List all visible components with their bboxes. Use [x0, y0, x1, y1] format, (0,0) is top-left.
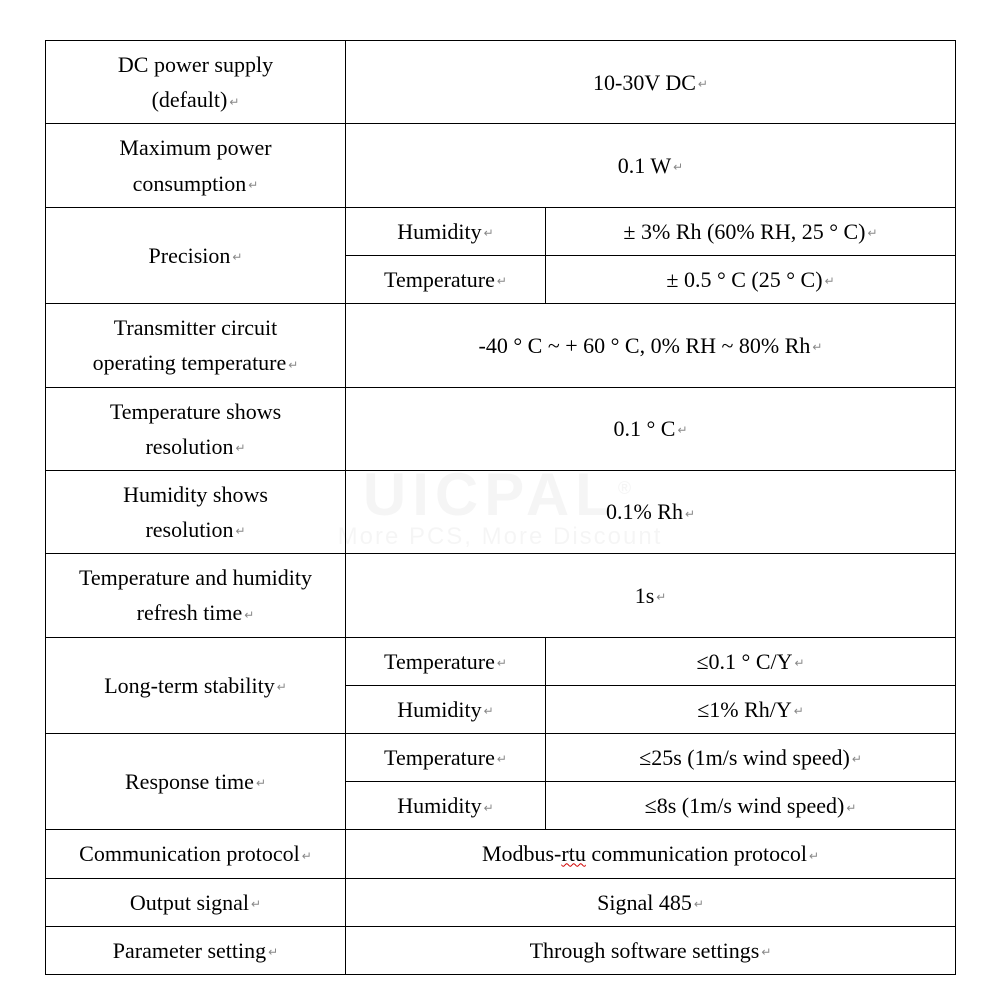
text: rtu	[561, 841, 585, 866]
row-precision-tmp-label: Temperature	[346, 255, 546, 303]
row-precision-tmp-value: ± 0.5 ° C (25 ° C)	[546, 255, 956, 303]
text: (default)	[152, 87, 240, 112]
row-temp-res-label: Temperature shows resolution	[46, 387, 346, 470]
text: 0.1% Rh	[606, 499, 695, 524]
text: Parameter setting	[113, 938, 278, 963]
row-circuit-temp-value: -40 ° C ~ + 60 ° C, 0% RH ~ 80% Rh	[346, 304, 956, 387]
row-response-hum-label: Humidity	[346, 782, 546, 830]
text: ≤0.1 ° C/Y	[696, 649, 804, 674]
row-param-value: Through software settings	[346, 926, 956, 974]
text: operating temperature	[93, 350, 299, 375]
row-response-hum-value: ≤8s (1m/s wind speed)	[546, 782, 956, 830]
text: Transmitter circuit	[114, 315, 278, 340]
text: Temperature	[384, 745, 507, 770]
text: ≤1% Rh/Y	[697, 697, 804, 722]
row-response-tmp-label: Temperature	[346, 734, 546, 782]
spec-table-container: DC power supply (default) 10-30V DC Maxi…	[45, 40, 955, 975]
row-stability-tmp-label: Temperature	[346, 637, 546, 685]
text: consumption	[133, 171, 259, 196]
text: Humidity shows	[123, 482, 268, 507]
text: ± 3% Rh (60% RH, 25 ° C)	[623, 219, 877, 244]
text: Output signal	[130, 890, 261, 915]
text: resolution	[145, 517, 245, 542]
text: Temperature	[384, 649, 507, 674]
row-protocol-value: Modbus-rtu communication protocol	[346, 830, 956, 878]
text: 10-30V DC	[593, 70, 708, 95]
row-protocol-label: Communication protocol	[46, 830, 346, 878]
text: Humidity	[397, 219, 493, 244]
row-precision-label: Precision	[46, 207, 346, 303]
row-response-label: Response time	[46, 734, 346, 830]
row-hum-res-value: 0.1% Rh	[346, 470, 956, 553]
text: 1s	[635, 583, 667, 608]
row-dc-power-label: DC power supply (default)	[46, 41, 346, 124]
text: 0.1 W	[618, 153, 683, 178]
row-param-label: Parameter setting	[46, 926, 346, 974]
text: 0.1 ° C	[613, 416, 687, 441]
row-precision-hum-value: ± 3% Rh (60% RH, 25 ° C)	[546, 207, 956, 255]
row-refresh-value: 1s	[346, 554, 956, 637]
text: Temperature and humidity	[79, 565, 312, 590]
text: ≤8s (1m/s wind speed)	[645, 793, 857, 818]
row-hum-res-label: Humidity shows resolution	[46, 470, 346, 553]
text: Temperature	[384, 267, 507, 292]
text: ≤25s (1m/s wind speed)	[639, 745, 862, 770]
text: Long-term stability	[104, 673, 287, 698]
text: Maximum power	[119, 135, 271, 160]
spec-table: DC power supply (default) 10-30V DC Maxi…	[45, 40, 956, 975]
row-output-label: Output signal	[46, 878, 346, 926]
text: resolution	[145, 434, 245, 459]
row-temp-res-value: 0.1 ° C	[346, 387, 956, 470]
text: Humidity	[397, 697, 493, 722]
row-refresh-label: Temperature and humidity refresh time	[46, 554, 346, 637]
text: ± 0.5 ° C (25 ° C)	[666, 267, 834, 292]
row-stability-label: Long-term stability	[46, 637, 346, 733]
text: -40 ° C ~ + 60 ° C, 0% RH ~ 80% Rh	[479, 333, 823, 358]
row-stability-hum-value: ≤1% Rh/Y	[546, 685, 956, 733]
row-precision-hum-label: Humidity	[346, 207, 546, 255]
text: Through software settings	[530, 938, 772, 963]
text: Communication protocol	[79, 841, 312, 866]
text: Response time	[125, 769, 266, 794]
row-dc-power-value: 10-30V DC	[346, 41, 956, 124]
row-stability-hum-label: Humidity	[346, 685, 546, 733]
text: refresh time	[137, 600, 255, 625]
row-max-power-label: Maximum power consumption	[46, 124, 346, 207]
text: Temperature shows	[110, 399, 281, 424]
text: communication protocol	[586, 841, 819, 866]
text: Humidity	[397, 793, 493, 818]
text: Modbus-	[482, 841, 561, 866]
text: Precision	[149, 243, 243, 268]
text: Signal 485	[597, 890, 704, 915]
text: DC power supply	[118, 52, 273, 77]
row-circuit-temp-label: Transmitter circuit operating temperatur…	[46, 304, 346, 387]
row-max-power-value: 0.1 W	[346, 124, 956, 207]
row-output-value: Signal 485	[346, 878, 956, 926]
row-stability-tmp-value: ≤0.1 ° C/Y	[546, 637, 956, 685]
row-response-tmp-value: ≤25s (1m/s wind speed)	[546, 734, 956, 782]
